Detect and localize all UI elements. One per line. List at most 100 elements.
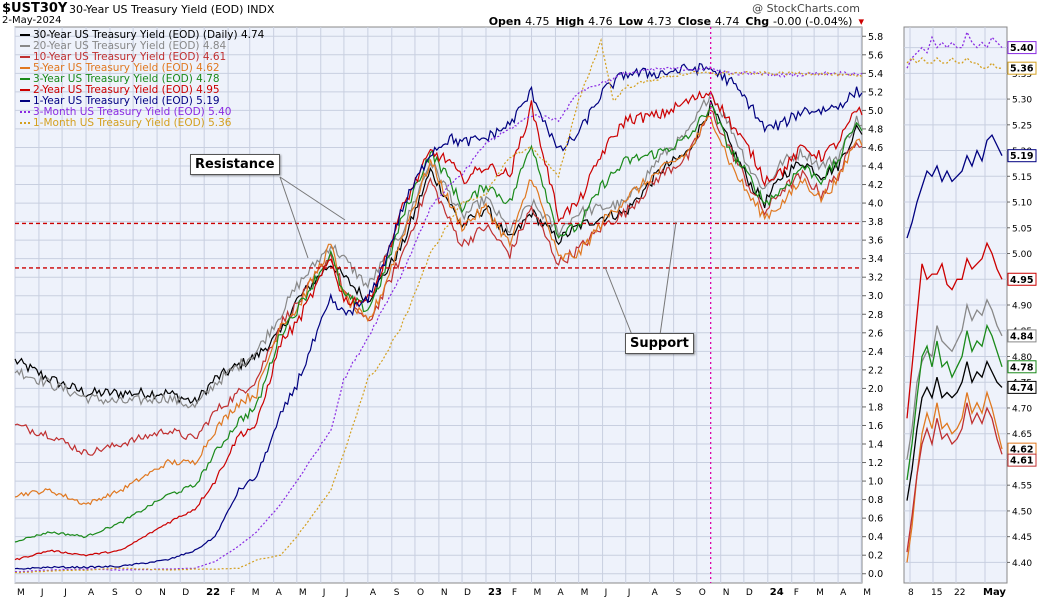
x-tick-label: N (159, 588, 166, 598)
inset-x-tick-label: 8 (908, 588, 914, 598)
y-tick-label: 4.8 (868, 124, 883, 135)
inset-value-box (1007, 41, 1037, 55)
inset-value-label: 4.61 (1010, 456, 1033, 467)
chart-date: 2-May-2024 (2, 15, 62, 26)
inset-y-tick-label: 4.45 (1012, 533, 1032, 543)
x-tick-label: S (676, 588, 682, 598)
x-tick-label: M (534, 588, 542, 598)
ohlc-readout: Open 4.75 High 4.76 Low 4.73 Close 4.74 Chg … (489, 15, 864, 28)
inset-y-tick-label: 5.25 (1012, 121, 1032, 131)
y-tick-label: 2.2 (868, 365, 883, 376)
main-x-axis: M J J A S O N D 22 F M A M J J A S O N D 23 F M A M J J A S O N D 24 F M A M (17, 587, 871, 598)
ohlc-value: 4.76 (588, 15, 613, 28)
x-tick-label: F (794, 588, 799, 598)
inset-value-box (1007, 329, 1037, 343)
ohlc-label: Open (488, 15, 526, 28)
inset-value-labels: 5.40 5.36 5.19 4.95 4.84 4.78 4.74 4.624.61 (1007, 41, 1037, 467)
inset-y-axis: 4.404.454.504.554.604.654.704.754.804.85… (1007, 44, 1032, 569)
legend-item: 3-Month US Treasury Yield (EOD) 5.40 (20, 107, 264, 118)
x-tick-label: D (182, 588, 189, 598)
support-pointer (659, 221, 677, 336)
x-tick-label: J (40, 588, 44, 598)
y-tick-label: 1.0 (868, 477, 883, 488)
inset-x-tick-label: 15 (931, 588, 942, 598)
y-tick-label: 0.2 (868, 551, 883, 562)
x-tick-label: O (417, 588, 424, 598)
legend-swatch (20, 100, 30, 102)
inset-y-tick-label: 4.40 (1012, 559, 1032, 569)
y-tick-label: 4.0 (868, 199, 883, 210)
ohlc-value: 4.73 (647, 15, 672, 28)
legend-label: 20-Year US Treasury Yield (EOD) 4.84 (33, 40, 227, 52)
x-tick-label: D (464, 588, 471, 598)
inset-value-box (1007, 453, 1037, 467)
legend-label: 3-Month US Treasury Yield (EOD) 5.40 (33, 106, 232, 118)
x-tick-label: A (557, 588, 564, 598)
ohlc-label: High (555, 15, 589, 28)
inset-value-label: 4.74 (1010, 383, 1034, 394)
y-tick-label: 5.2 (868, 87, 883, 98)
inset-y-tick-label: 4.50 (1012, 507, 1032, 517)
x-tick-label: M (17, 588, 25, 598)
inset-series (906, 30, 1003, 563)
x-tick-label: N (441, 588, 448, 598)
x-tick-label: O (699, 588, 706, 598)
ticker-symbol: $UST30Y (2, 1, 68, 16)
chg-down-arrow-icon: ▾ (858, 15, 864, 28)
inset-series-line (906, 359, 1003, 501)
legend-swatch (20, 111, 30, 113)
series-line (14, 109, 863, 456)
ohlc-label: Close (677, 15, 715, 28)
x-tick-label: A (370, 588, 377, 598)
resistance-pointer (279, 176, 346, 221)
y-tick-label: 3.4 (868, 254, 883, 265)
inset-y-tick-label: 4.70 (1012, 404, 1032, 414)
x-tick-label: M (816, 588, 824, 598)
ohlc-value: 4.74 (714, 15, 740, 28)
inset-value-box (1007, 380, 1037, 394)
x-tick-label: J (345, 588, 349, 598)
inset-y-tick-label: 4.55 (1012, 482, 1032, 492)
series-line (14, 105, 863, 543)
y-tick-label: 0.4 (868, 532, 883, 543)
inset-series-line (906, 30, 1003, 69)
inset-value-label: 4.95 (1010, 275, 1033, 286)
inset-value-label: 5.36 (1010, 64, 1034, 75)
inset-series-line (906, 133, 1003, 239)
y-tick-label: 4.6 (868, 143, 883, 154)
x-tick-label: A (276, 588, 283, 598)
inset-value-label: 4.84 (1010, 331, 1034, 342)
resistance-callout: Resistance (190, 154, 280, 175)
x-tick-label: 24 (770, 587, 784, 598)
inset-series-line (906, 298, 1003, 460)
legend-label: 1-Year US Treasury Yield (EOD) 5.19 (33, 95, 220, 107)
legend-label: 1-Month US Treasury Yield (EOD) 5.36 (33, 117, 232, 129)
y-tick-label: 1.4 (868, 440, 883, 451)
y-tick-label: 0.6 (868, 514, 883, 525)
y-tick-label: 3.6 (868, 236, 883, 247)
inset-y-tick-label: 4.80 (1012, 353, 1032, 363)
series-line (14, 90, 863, 561)
legend-swatch (20, 89, 30, 91)
inset-y-tick-label: 5.35 (1012, 70, 1032, 80)
main-grid (14, 26, 863, 584)
x-tick-label: M (863, 588, 871, 598)
legend-label: 30-Year US Treasury Yield (EOD) (Daily) … (33, 29, 265, 41)
y-tick-label: 1.8 (868, 402, 883, 413)
x-tick-label: M (581, 588, 589, 598)
y-tick-label: 1.6 (868, 421, 883, 432)
resistance-pointer (279, 176, 309, 259)
inset-value-label: 5.19 (1010, 151, 1033, 162)
x-tick-label: S (394, 588, 400, 598)
inset-value-label: 4.62 (1010, 445, 1033, 456)
main-series (14, 37, 863, 574)
inset-series-line (906, 241, 1003, 419)
series-line (14, 66, 863, 573)
inset-value-label: 5.40 (1010, 43, 1034, 54)
inset-grid (903, 26, 1008, 584)
main-y-axis: 0.0 0.2 0.4 0.6 0.8 1.0 1.2 1.4 1.6 1.8 2.0 2.2 2.4 2… (862, 32, 883, 580)
legend-swatch (20, 34, 30, 36)
x-tick-label: J (627, 588, 631, 598)
x-tick-label: J (322, 588, 326, 598)
